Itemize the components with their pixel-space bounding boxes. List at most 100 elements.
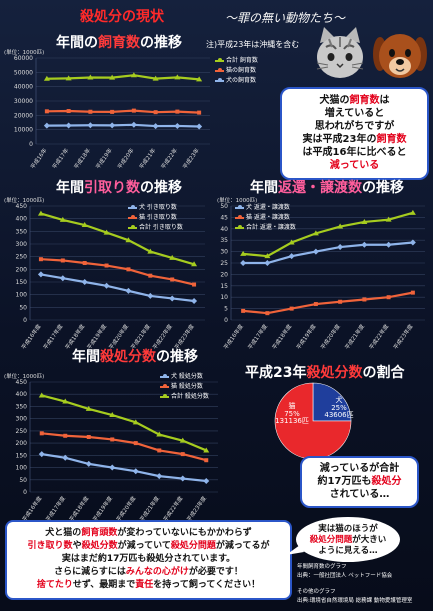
data-point-cat	[131, 108, 136, 113]
data-point-dog	[147, 292, 154, 299]
source-line-2: 出典：一般社団法人 ペットフード協会	[297, 573, 393, 579]
y-tick-label: 200	[16, 440, 28, 447]
legend-swatch	[128, 215, 137, 219]
data-point-dog	[125, 287, 132, 294]
data-point-total	[240, 250, 247, 256]
data-point-total	[109, 74, 116, 80]
unit-label: (単位：1000匹)	[217, 196, 257, 204]
x-tick-label: 平成22年	[159, 146, 179, 170]
x-tick-label: 平成18年度	[270, 322, 293, 351]
data-point-dog	[103, 282, 110, 289]
data-point-total	[147, 248, 154, 254]
y-tick-label: 10	[220, 294, 228, 301]
source-line-1: 年間飼育数のグラフ	[297, 564, 347, 570]
legend-swatch	[128, 205, 137, 209]
legend-item-dog: 犬 返還・譲渡数	[235, 205, 290, 211]
series-line-dog	[243, 241, 413, 265]
series-line-dog	[41, 453, 207, 483]
data-point-total	[179, 437, 186, 443]
legend-swatch	[235, 205, 244, 209]
y-tick-label: 400	[16, 391, 28, 398]
summary-box: 犬と猫の飼育頭数が変わっていないにもかかわらず 引き取り数や殺処分数が減っていて…	[5, 520, 292, 600]
return-chart: (単位：1000匹) 0 5 10 15 20 25 30 35 40 45 50 平成16年度 平成17…	[217, 196, 425, 351]
legend-item-dog: 犬の飼育数	[215, 78, 256, 84]
legend-item-total: 合計 返還・譲渡数	[235, 225, 296, 231]
data-point-total	[152, 75, 159, 81]
x-tick-label: 平成22年度	[161, 494, 184, 523]
data-point-dog	[337, 244, 344, 251]
data-point-cat	[180, 452, 185, 457]
x-tick-label: 平成23年度	[185, 494, 208, 523]
y-tick-label: 60000	[14, 55, 33, 62]
legend-swatch	[235, 215, 244, 219]
data-point-cat	[265, 311, 270, 316]
data-point-cat	[66, 109, 71, 114]
data-point-cat	[362, 297, 367, 302]
y-tick-label: 0	[29, 141, 33, 148]
data-point-dog	[65, 122, 72, 129]
x-tick-label: 平成22年度	[367, 322, 390, 351]
data-point-dog	[264, 260, 271, 266]
y-tick-label: 10000	[14, 127, 33, 134]
data-point-dog	[59, 275, 66, 282]
legend-swatch	[160, 394, 169, 398]
data-point-dog	[87, 122, 94, 129]
x-tick-label: 平成21年度	[343, 322, 366, 351]
series-line-total	[40, 212, 195, 266]
x-tick-label: 平成23年度	[173, 322, 196, 351]
legend-label: 猫 殺処分数	[171, 383, 203, 390]
x-tick-label: 平成19年度	[294, 322, 317, 351]
data-point-cat	[82, 261, 87, 265]
data-point-total	[38, 392, 45, 398]
y-tick-label: 40	[220, 226, 228, 233]
cat-speech-bubble: 実は猫のほうが 殺処分問題が大きい ように見える…	[296, 517, 400, 562]
data-point-total	[62, 398, 69, 404]
data-point-cat	[289, 306, 294, 311]
data-point-total	[196, 76, 203, 82]
data-point-total	[409, 209, 416, 215]
page-title: 殺処分の現状	[80, 9, 164, 25]
data-point-dog	[132, 468, 139, 475]
legend-item-cat: 猫の飼育数	[215, 68, 256, 74]
y-tick-label: 350	[16, 403, 28, 410]
legend-label: 犬 殺処分数	[171, 373, 203, 380]
data-point-cat	[104, 263, 109, 268]
legend-label: 合計 殺処分数	[171, 393, 209, 400]
data-point-cat	[60, 258, 65, 263]
data-point-dog	[169, 295, 176, 302]
data-point-dog	[240, 260, 247, 266]
y-tick-label: 30	[220, 249, 228, 256]
y-tick-label: 30000	[14, 98, 33, 105]
data-point-dog	[152, 123, 159, 130]
data-point-total	[130, 72, 137, 78]
legend-label: 犬 返還・譲渡数	[246, 204, 290, 211]
data-point-total	[85, 405, 92, 411]
y-tick-label: 35	[220, 237, 228, 244]
chart3-title: 年間返還・譲渡数の推移	[250, 180, 404, 196]
data-point-cat	[170, 277, 175, 282]
data-point-total	[361, 218, 368, 224]
data-point-total	[385, 216, 392, 222]
data-point-cat	[386, 295, 391, 300]
data-point-total	[191, 261, 198, 267]
y-tick-label: 100	[16, 292, 28, 299]
y-tick-label: 25	[220, 260, 228, 267]
y-tick-label: 200	[16, 266, 28, 273]
euthanasia-chart: (単位：1000匹) 0 50 100 150 200 250 300 350 400 450 平成1…	[4, 372, 218, 523]
series-line-cat	[46, 109, 200, 114]
dog-face-icon	[373, 34, 427, 78]
series-line-dog	[46, 123, 200, 128]
y-tick-label: 20	[220, 271, 228, 278]
share-pie-chart	[274, 382, 352, 460]
series-line-cat	[41, 432, 207, 462]
data-point-total	[288, 239, 295, 245]
x-tick-label: 平成17年	[50, 146, 70, 170]
legend-swatch	[215, 78, 224, 82]
x-tick-label: 平成17年度	[44, 494, 67, 523]
x-tick-label: 平成18年度	[67, 494, 90, 523]
y-tick-label: 250	[16, 254, 28, 261]
data-point-cat	[110, 109, 115, 114]
y-tick-label: 350	[16, 228, 28, 235]
data-point-cat	[133, 441, 138, 446]
data-point-dog	[85, 460, 92, 467]
